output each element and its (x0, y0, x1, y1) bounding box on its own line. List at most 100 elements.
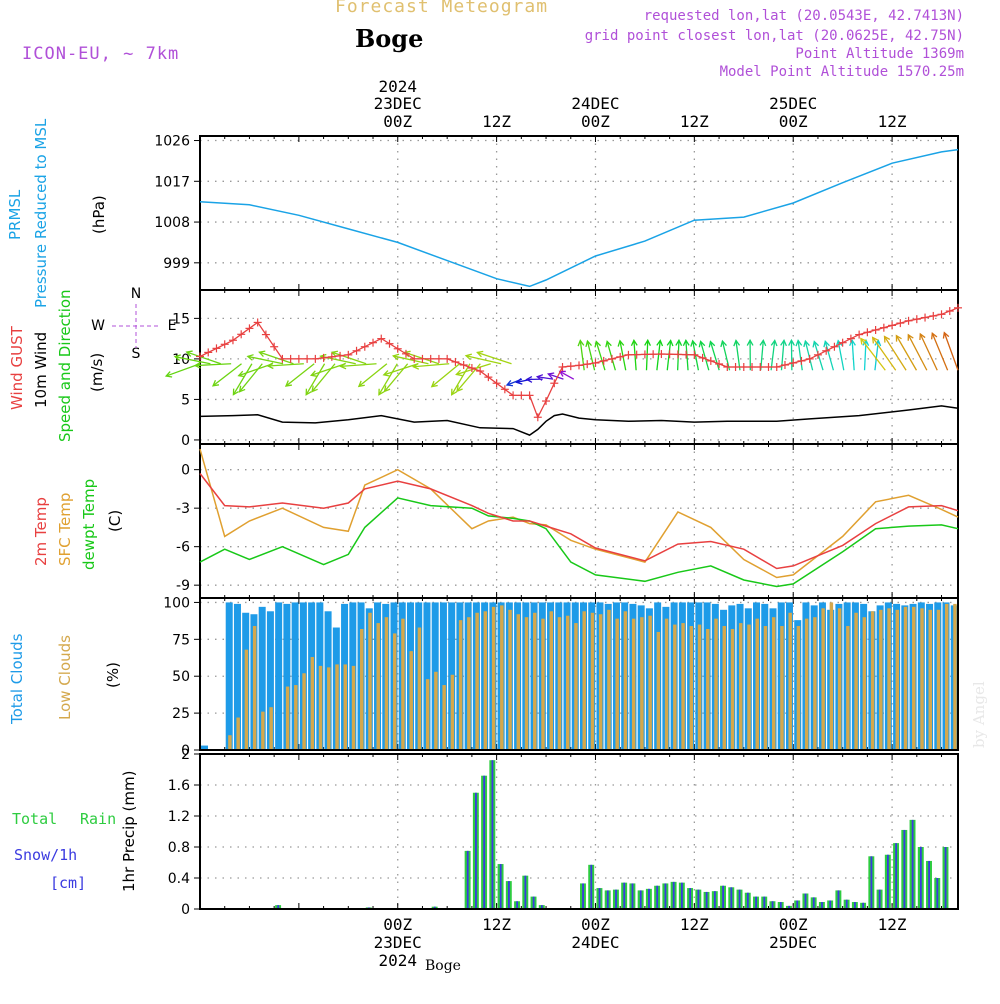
gust-marker (855, 331, 863, 339)
wind-ytick-label: 0 (181, 433, 190, 449)
low-cloud-bar (607, 610, 610, 750)
gust-marker (583, 360, 591, 368)
pressure-line (200, 150, 958, 287)
wind-gust-label: Wind GUST (8, 326, 26, 410)
low-cloud-bar (409, 651, 412, 750)
wind-ytick-label: 5 (181, 392, 190, 408)
gridpoint-coords: grid point closest lon,lat (20.0625E, 42… (585, 28, 964, 44)
snow-bar (838, 890, 840, 909)
gust-marker (888, 321, 896, 329)
wind-arrow (709, 342, 719, 371)
low-cloud-bar (302, 673, 305, 750)
precip-total-label: Total (12, 810, 57, 828)
snow-bar (689, 888, 691, 909)
gust-marker (699, 354, 707, 362)
temp-2m-label: 2m Temp (32, 497, 50, 566)
gust-marker (707, 357, 715, 365)
low-cloud-bar (788, 613, 791, 750)
snow-bar (829, 900, 831, 909)
low-cloud-bar (294, 685, 297, 750)
snow-bar (928, 861, 930, 909)
low-cloud-bar (690, 626, 693, 750)
snow-bar (615, 890, 617, 909)
snow-bar (772, 901, 774, 909)
wind-arrow-shaft (466, 356, 501, 364)
bottom-day-label: 25DEC (769, 933, 817, 952)
wind-arrow (824, 341, 833, 370)
top-hour-label: 12Z (482, 112, 511, 131)
snow-bar (763, 897, 765, 909)
gust-marker (789, 359, 797, 367)
low-cloud-bar (920, 608, 923, 750)
low-cloud-bar (352, 666, 355, 750)
wind-arrow-shaft (432, 364, 460, 387)
low-cloud-bar (896, 610, 899, 750)
wind-arrow (804, 341, 813, 370)
snow-bar (492, 760, 494, 909)
gust-marker (517, 391, 525, 399)
low-cloud-bar (335, 664, 338, 750)
low-cloud-bar (228, 735, 231, 750)
snow-bar (607, 890, 609, 909)
gust-marker (740, 363, 748, 371)
gust-marker (608, 355, 616, 363)
gust-marker (369, 339, 377, 347)
model-point-altitude: Model Point Altitude 1570.25m (720, 64, 964, 80)
low-cloud-bar (863, 617, 866, 750)
precip-ytick-label: 0 (181, 902, 190, 918)
wind-arrow-shaft (413, 364, 449, 367)
gust-marker (353, 347, 361, 355)
snow-bar (879, 890, 881, 909)
low-cloud-bar (426, 679, 429, 750)
gust-marker (526, 391, 534, 399)
snow-bar (780, 902, 782, 909)
low-cloud-bar (451, 675, 454, 750)
top-day-label: 23DEC (374, 94, 422, 113)
low-cloud-bar (632, 619, 635, 750)
gust-marker (212, 344, 220, 352)
low-cloud-bar (566, 616, 569, 750)
product-title: Forecast Meteogram (335, 0, 548, 17)
low-cloud-bar (838, 608, 841, 750)
low-cloud-bar (599, 614, 602, 750)
low-clouds-label: Low Clouds (56, 635, 74, 720)
wind-arrow (286, 364, 314, 386)
gust-marker (262, 331, 270, 339)
top-day-label: 24DEC (571, 94, 619, 113)
snow-bar (936, 878, 938, 909)
wind-arrow (908, 335, 927, 370)
low-cloud-bar (393, 633, 396, 750)
snow-bar (648, 889, 650, 909)
snow-bar (656, 886, 658, 909)
snow-bar (747, 893, 749, 909)
sfc-temp-line (200, 449, 958, 577)
snow-bar (632, 883, 634, 909)
pressure-label-prmsl: PRMSL (6, 190, 24, 240)
temp-frame (200, 444, 958, 598)
low-cloud-bar (517, 614, 520, 750)
low-cloud-bar (887, 608, 890, 750)
wind-arrow (359, 364, 387, 387)
low-cloud-bar (434, 672, 437, 750)
top-hour-label: 00Z (581, 112, 610, 131)
clouds-unit: (%) (104, 662, 122, 688)
wind-arrow-shaft (286, 364, 314, 386)
wind-arrow-shaft (710, 342, 719, 371)
clouds-ytick-label: 25 (172, 706, 190, 722)
top-hour-label: 12Z (878, 112, 907, 131)
low-cloud-bar (253, 626, 256, 750)
gust-marker (674, 350, 682, 358)
gust-marker (666, 350, 674, 358)
compass-s-label: S (132, 346, 141, 362)
snow-bar (755, 897, 757, 909)
low-cloud-bar (846, 626, 849, 750)
gust-marker (946, 307, 954, 315)
low-cloud-bar (953, 604, 956, 750)
low-cloud-bar (821, 608, 824, 750)
bottom-hour-label: 00Z (383, 915, 412, 934)
wind-arrow-shaft (213, 364, 241, 386)
gust-marker (921, 314, 929, 322)
low-cloud-bar (830, 602, 833, 750)
snow-bar (697, 890, 699, 909)
gust-marker (361, 343, 369, 351)
